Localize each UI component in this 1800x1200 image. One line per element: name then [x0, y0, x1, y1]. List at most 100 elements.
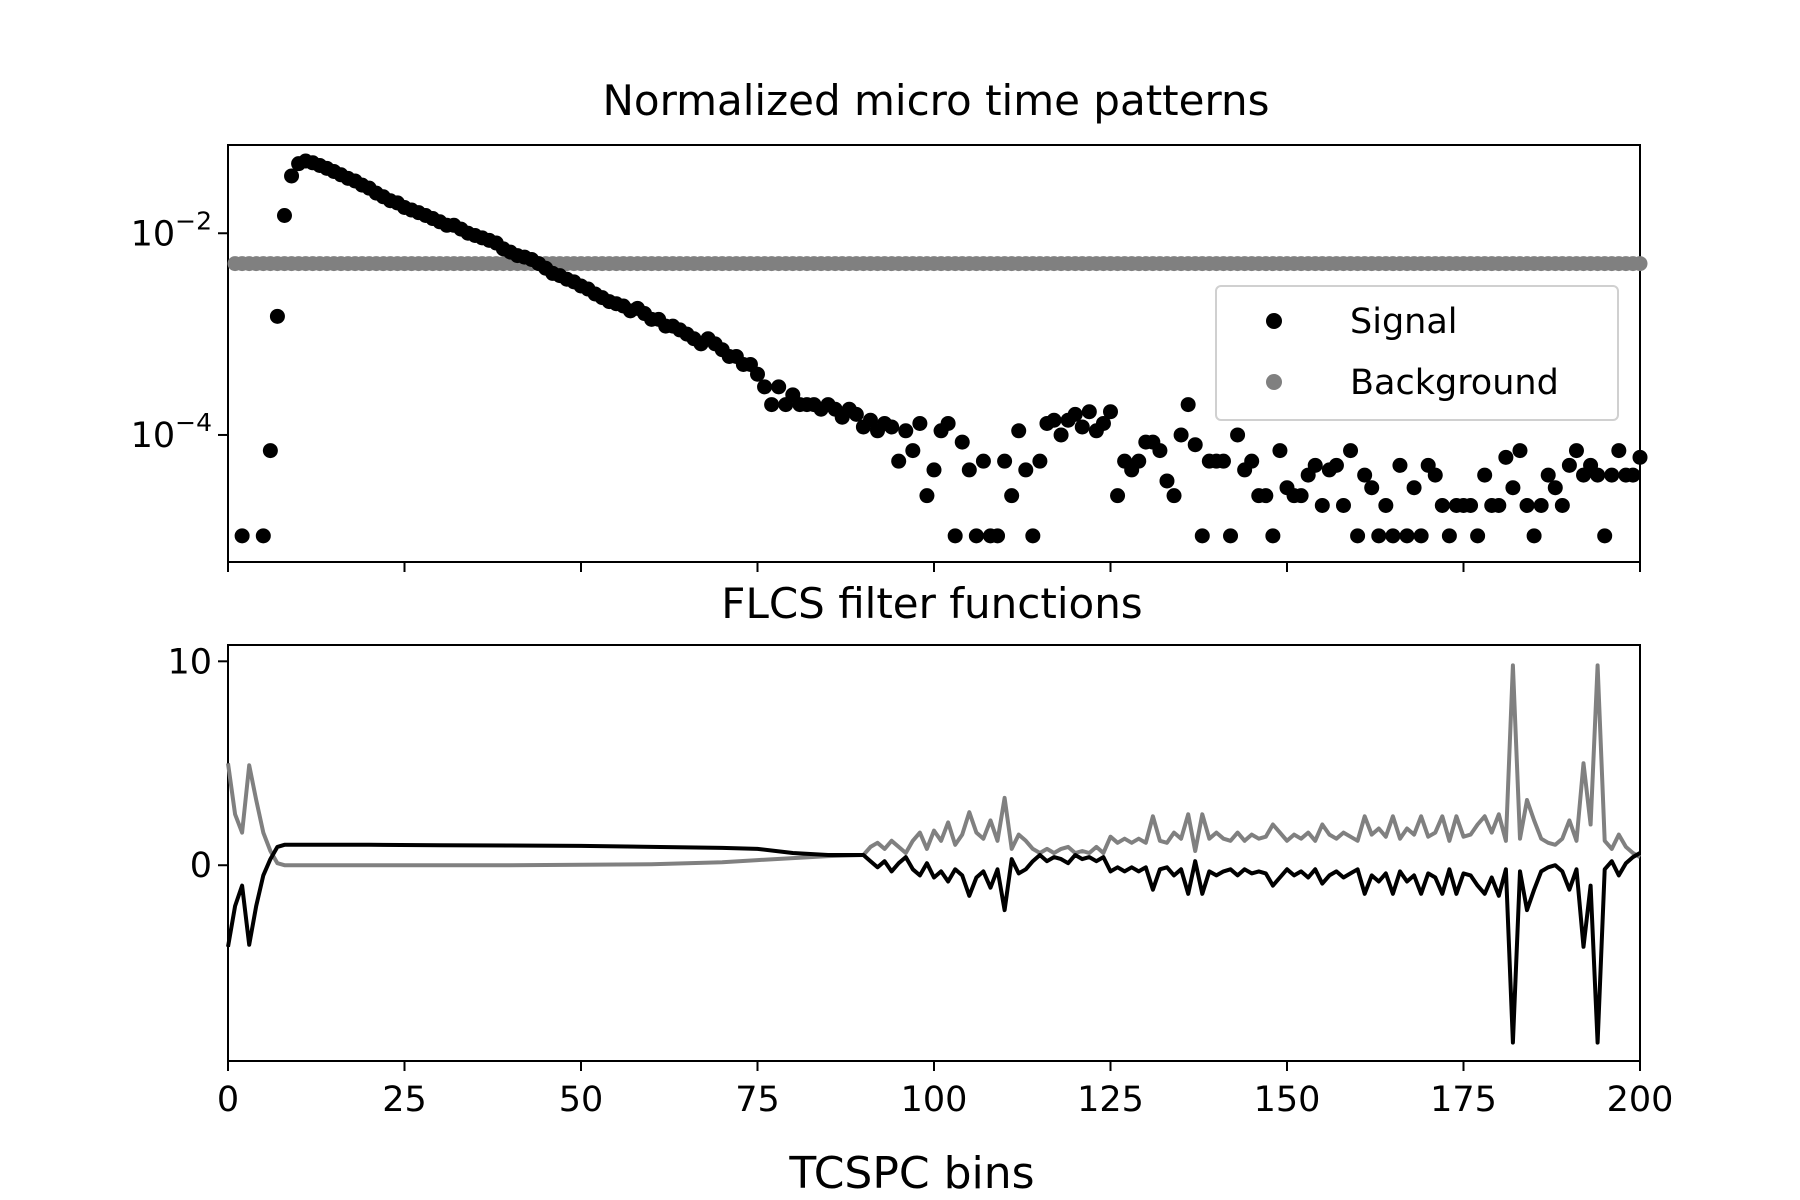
signal-point — [1442, 528, 1457, 543]
signal-point — [1258, 488, 1273, 503]
x-tick-label: 125 — [1077, 1080, 1144, 1120]
top-y-axis: 10−2 10−4 — [131, 206, 228, 456]
x-tick-label: 75 — [735, 1080, 780, 1120]
signal-point — [1004, 488, 1019, 503]
signal-point — [1075, 419, 1090, 434]
background-filter-line — [228, 665, 1640, 865]
signal-point — [1018, 462, 1033, 477]
signal-point — [1188, 437, 1203, 452]
signal-point — [1491, 498, 1506, 513]
y-tick-label: 10 — [167, 642, 212, 682]
signal-point — [1216, 454, 1231, 469]
signal-point — [1047, 413, 1062, 428]
signal-point — [1562, 458, 1577, 473]
signal-point — [1025, 528, 1040, 543]
x-tick-label: 0 — [217, 1080, 239, 1120]
signal-point — [1131, 454, 1146, 469]
signal-point — [1520, 498, 1535, 513]
signal-point — [1400, 528, 1415, 543]
signal-point — [997, 454, 1012, 469]
signal-point — [969, 528, 984, 543]
signal-point — [1428, 468, 1443, 483]
signal-point — [976, 454, 991, 469]
signal-filter-line — [228, 845, 1640, 1043]
signal-point — [771, 379, 786, 394]
x-axis-label: TCSPC bins — [788, 1148, 1034, 1199]
signal-point — [1181, 397, 1196, 412]
top-panel: Normalized micro time patterns 10−210−4 … — [131, 76, 1648, 572]
signal-point — [1569, 443, 1584, 458]
signal-point — [927, 462, 942, 477]
signal-point — [1174, 427, 1189, 442]
signal-point — [1470, 528, 1485, 543]
signal-point — [1011, 423, 1026, 438]
signal-point — [1329, 458, 1344, 473]
signal-point — [1343, 443, 1358, 458]
legend-label-signal: Signal — [1350, 302, 1458, 342]
signal-point — [1336, 498, 1351, 513]
signal-point — [1477, 468, 1492, 483]
signal-point — [1385, 528, 1400, 543]
signal-point — [1364, 480, 1379, 495]
signal-point — [764, 397, 779, 412]
legend-marker-background — [1266, 374, 1282, 390]
signal-point — [1512, 443, 1527, 458]
signal-point — [1378, 498, 1393, 513]
signal-point — [1597, 528, 1612, 543]
top-x-axis — [228, 562, 1640, 572]
signal-point — [1357, 468, 1372, 483]
signal-point — [948, 528, 963, 543]
signal-point — [1110, 488, 1125, 503]
signal-point — [1435, 498, 1450, 513]
signal-point — [1505, 480, 1520, 495]
signal-point — [1159, 473, 1174, 488]
y-tick-label: 10−2 — [131, 206, 212, 254]
x-tick-label: 100 — [901, 1080, 968, 1120]
top-chart-title: Normalized micro time patterns — [602, 76, 1269, 125]
bottom-plot-frame — [228, 645, 1640, 1061]
signal-point — [990, 528, 1005, 543]
signal-point — [1350, 528, 1365, 543]
bottom-y-axis: 0 10 — [167, 642, 228, 886]
signal-point — [1371, 528, 1386, 543]
bottom-panel: FLCS filter functions 0 10 0 25 50 75 100 125 1… — [167, 579, 1673, 1199]
signal-point — [757, 379, 772, 394]
signal-point — [1555, 498, 1570, 513]
background-point — [1633, 256, 1648, 271]
signal-point — [1223, 528, 1238, 543]
legend: Signal Background — [1216, 286, 1618, 420]
signal-point — [1625, 468, 1640, 483]
legend-label-background: Background — [1350, 363, 1559, 403]
x-tick-label: 150 — [1254, 1080, 1321, 1120]
signal-point — [1265, 528, 1280, 543]
signal-point — [263, 443, 278, 458]
signal-point — [941, 416, 956, 431]
signal-point — [1082, 404, 1097, 419]
signal-point — [898, 423, 913, 438]
signal-point — [1068, 407, 1083, 422]
signal-point — [912, 416, 927, 431]
y-tick-label: 0 — [190, 846, 212, 886]
signal-point — [1054, 427, 1069, 442]
signal-point — [1244, 454, 1259, 469]
signal-point — [1414, 528, 1429, 543]
signal-point — [955, 435, 970, 450]
signal-point — [1152, 443, 1167, 458]
x-tick-label: 25 — [382, 1080, 427, 1120]
signal-point — [1541, 468, 1556, 483]
y-tick-label: 10−4 — [131, 408, 212, 456]
signal-point — [1272, 443, 1287, 458]
signal-point — [962, 462, 977, 477]
signal-point — [1392, 458, 1407, 473]
signal-point — [270, 309, 285, 324]
signal-point — [1463, 498, 1478, 513]
signal-point — [1308, 458, 1323, 473]
signal-point — [1590, 468, 1605, 483]
signal-point — [1604, 468, 1619, 483]
signal-point — [884, 419, 899, 434]
signal-point — [1498, 450, 1513, 465]
signal-point — [1294, 488, 1309, 503]
signal-point — [905, 443, 920, 458]
legend-marker-signal — [1266, 313, 1282, 329]
signal-point — [891, 454, 906, 469]
